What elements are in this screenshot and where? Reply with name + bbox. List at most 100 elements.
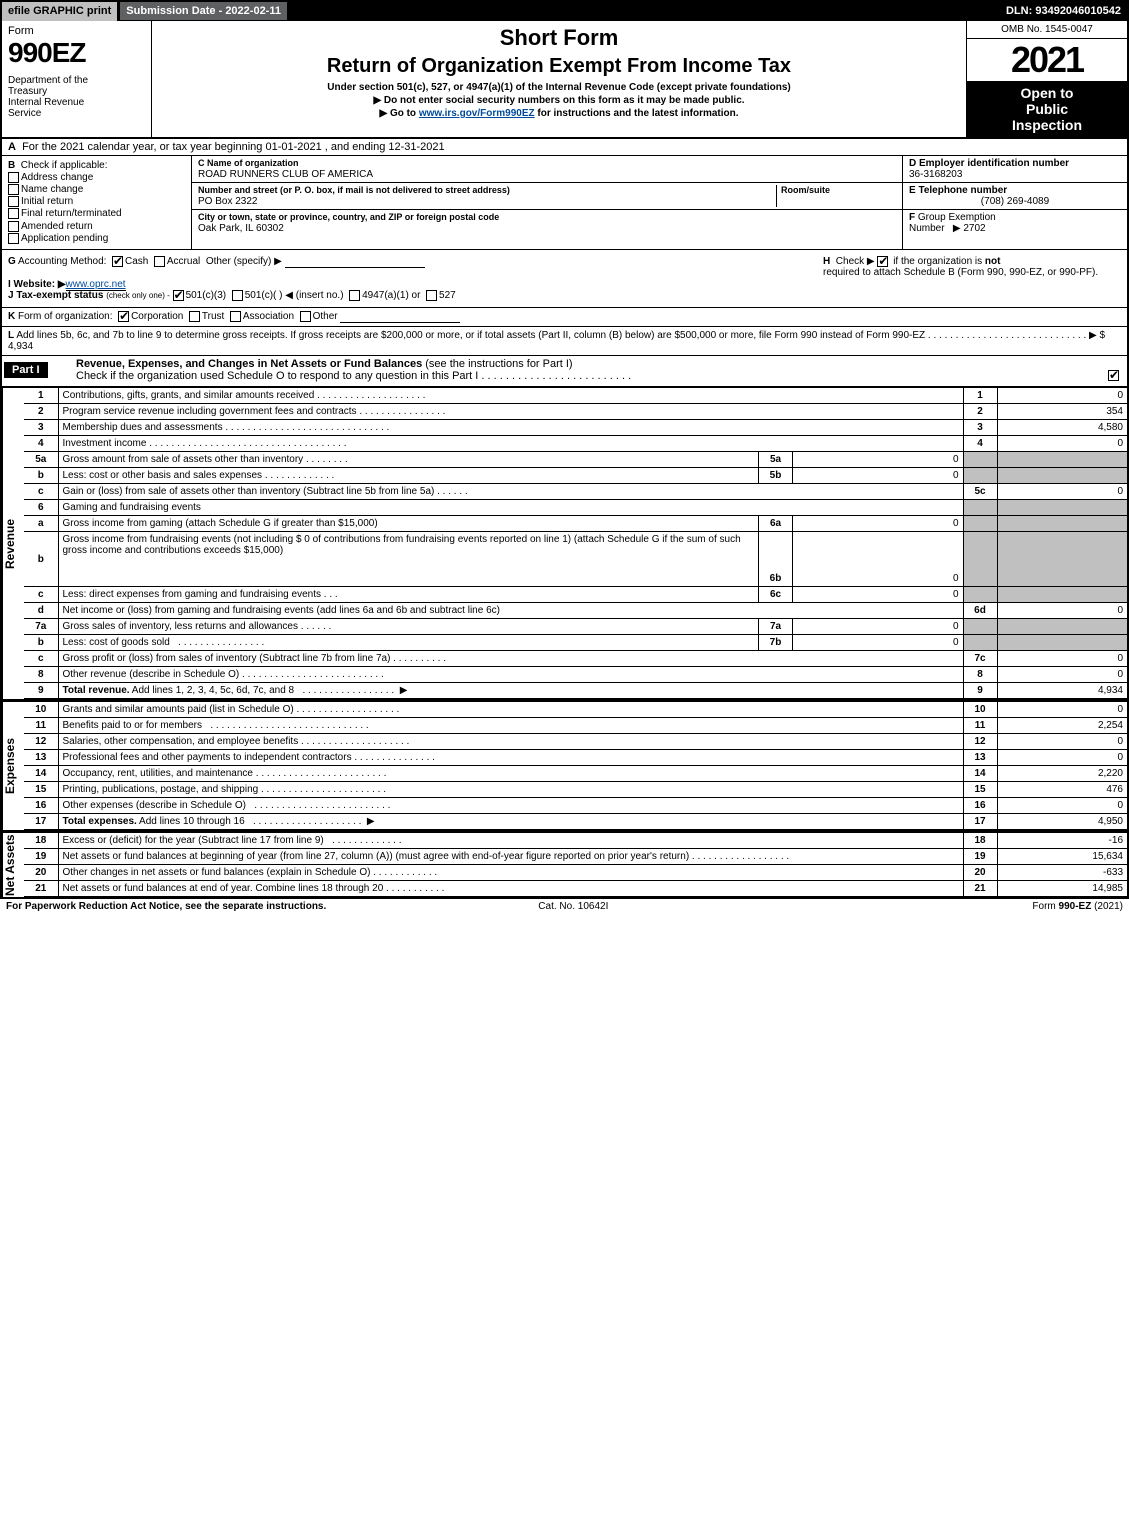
e-phone-row: E Telephone number (708) 269-4089 (903, 183, 1127, 210)
no-ssn-instr: ▶ Do not enter social security numbers o… (158, 95, 960, 106)
e-label: E Telephone number (909, 185, 1007, 196)
k-text: Form of organization: (18, 311, 113, 322)
dept-treasury: Department of theTreasuryInternal Revenu… (8, 75, 145, 119)
org-name: ROAD RUNNERS CLUB OF AMERICA (198, 169, 373, 180)
part1-checko: Check if the organization used Schedule … (76, 370, 478, 382)
line-1: 1Contributions, gifts, grants, and simil… (24, 388, 1127, 404)
d-column: D Employer identification number 36-3168… (902, 156, 1127, 249)
line-18: 18Excess or (deficit) for the year (Subt… (24, 833, 1127, 849)
chk-501c[interactable] (232, 290, 243, 301)
chk-accrual[interactable] (154, 256, 165, 267)
c-room-label: Room/suite (781, 185, 830, 195)
line-10: 10Grants and similar amounts paid (list … (24, 702, 1127, 718)
line-17: 17Total expenses. Add lines 10 through 1… (24, 814, 1127, 830)
line-11: 11Benefits paid to or for members . . . … (24, 718, 1127, 734)
chk-other-org[interactable] (300, 311, 311, 322)
line-3: 3Membership dues and assessments . . . .… (24, 420, 1127, 436)
header-right: OMB No. 1545-0047 2021 Open toPublicInsp… (967, 21, 1127, 137)
chk-cash[interactable] (112, 256, 123, 267)
c-name-row: C Name of organization ROAD RUNNERS CLUB… (192, 156, 902, 183)
b-column: B Check if applicable: Address change Na… (2, 156, 192, 249)
line-7a: 7aGross sales of inventory, less returns… (24, 619, 1127, 635)
chk-application-pending[interactable]: Application pending (8, 233, 185, 244)
row-k: K Form of organization: Corporation Trus… (2, 308, 1127, 327)
line-9: 9Total revenue. Add lines 1, 2, 3, 4, 5c… (24, 683, 1127, 699)
line-2: 2Program service revenue including gover… (24, 404, 1127, 420)
g-cell: G Accounting Method: Cash Accrual Other … (2, 250, 817, 307)
c-name-label: C Name of organization (198, 158, 299, 168)
expenses-section: Expenses 10Grants and similar amounts pa… (2, 701, 1127, 832)
g-label: G (8, 256, 16, 267)
org-city: Oak Park, IL 60302 (198, 223, 284, 234)
h-cell: H Check ▶ if the organization is notrequ… (817, 250, 1127, 307)
d-label: D Employer identification number (909, 158, 1069, 169)
a-text: For the 2021 calendar year, or tax year … (22, 141, 445, 153)
d-ein-row: D Employer identification number 36-3168… (903, 156, 1127, 183)
group-exemption-value: ▶ 2702 (953, 223, 986, 234)
omb-number: OMB No. 1545-0047 (967, 21, 1127, 39)
top-bar: efile GRAPHIC print Submission Date - 20… (2, 2, 1127, 21)
line-14: 14Occupancy, rent, utilities, and mainte… (24, 766, 1127, 782)
chk-initial-return[interactable]: Initial return (8, 196, 185, 207)
chk-527[interactable] (426, 290, 437, 301)
expenses-table: 10Grants and similar amounts paid (list … (24, 701, 1127, 830)
line-6c: cLess: direct expenses from gaming and f… (24, 587, 1127, 603)
netassets-vlabel: Net Assets (2, 832, 24, 897)
row-gh: G Accounting Method: Cash Accrual Other … (2, 250, 1127, 308)
line-5a: 5aGross amount from sale of assets other… (24, 452, 1127, 468)
under-section: Under section 501(c), 527, or 4947(a)(1)… (158, 82, 960, 93)
line-12: 12Salaries, other compensation, and empl… (24, 734, 1127, 750)
return-title: Return of Organization Exempt From Incom… (158, 55, 960, 78)
chk-trust[interactable] (189, 311, 200, 322)
line-4: 4Investment income . . . . . . . . . . .… (24, 436, 1127, 452)
b-title: Check if applicable: (21, 160, 108, 171)
efile-print-label[interactable]: efile GRAPHIC print (2, 2, 119, 21)
line-20: 20Other changes in net assets or fund ba… (24, 865, 1127, 881)
chk-assoc[interactable] (230, 311, 241, 322)
form-word: Form (8, 25, 145, 37)
chk-h[interactable] (877, 256, 888, 267)
tax-year: 2021 (967, 39, 1127, 81)
b-label: B (8, 160, 15, 171)
l-label: L (8, 330, 14, 341)
page-footer: For Paperwork Reduction Act Notice, see … (0, 899, 1129, 914)
line-6d: dNet income or (loss) from gaming and fu… (24, 603, 1127, 619)
chk-final-return[interactable]: Final return/terminated (8, 208, 185, 219)
chk-schedule-o[interactable] (1108, 370, 1119, 381)
header-center: Short Form Return of Organization Exempt… (152, 21, 967, 137)
g-other: Other (specify) ▶ (206, 256, 282, 267)
chk-4947[interactable] (349, 290, 360, 301)
submission-date: Submission Date - 2022-02-11 (119, 2, 288, 21)
chk-amended-return[interactable]: Amended return (8, 221, 185, 232)
line-5c: cGain or (loss) from sale of assets othe… (24, 484, 1127, 500)
dln-label: DLN: 93492046010542 (1000, 2, 1127, 21)
chk-corp[interactable] (118, 311, 129, 322)
footer-cat: Cat. No. 10642I (538, 901, 608, 912)
line-16: 16Other expenses (describe in Schedule O… (24, 798, 1127, 814)
g-text: Accounting Method: (18, 256, 106, 267)
form-page: efile GRAPHIC print Submission Date - 20… (0, 0, 1129, 899)
irs-link[interactable]: www.irs.gov/Form990EZ (419, 108, 535, 119)
chk-501c3[interactable] (173, 290, 184, 301)
a-label: A (8, 141, 16, 153)
i-label: I Website: ▶ (8, 279, 66, 290)
short-form-title: Short Form (158, 25, 960, 51)
org-street: PO Box 2322 (198, 196, 257, 207)
revenue-table: 1Contributions, gifts, grants, and simil… (24, 387, 1127, 699)
k-label: K (8, 311, 15, 322)
row-a: A For the 2021 calendar year, or tax yea… (2, 139, 1127, 156)
line-6b: bGross income from fundraising events (n… (24, 532, 1127, 587)
part1-header: Part I Revenue, Expenses, and Changes in… (2, 356, 1127, 387)
form-number: 990EZ (8, 37, 145, 69)
chk-name-change[interactable]: Name change (8, 184, 185, 195)
c-street-label: Number and street (or P. O. box, if mail… (198, 185, 510, 195)
header-left: Form 990EZ Department of theTreasuryInte… (2, 21, 152, 137)
phone-value: (708) 269-4089 (909, 196, 1121, 207)
form-header: Form 990EZ Department of theTreasuryInte… (2, 21, 1127, 139)
line-13: 13Professional fees and other payments t… (24, 750, 1127, 766)
netassets-section: Net Assets 18Excess or (deficit) for the… (2, 832, 1127, 897)
c-column: C Name of organization ROAD RUNNERS CLUB… (192, 156, 902, 249)
line-5b: bLess: cost or other basis and sales exp… (24, 468, 1127, 484)
chk-address-change[interactable]: Address change (8, 172, 185, 183)
open-public-inspection: Open toPublicInspection (967, 81, 1127, 137)
